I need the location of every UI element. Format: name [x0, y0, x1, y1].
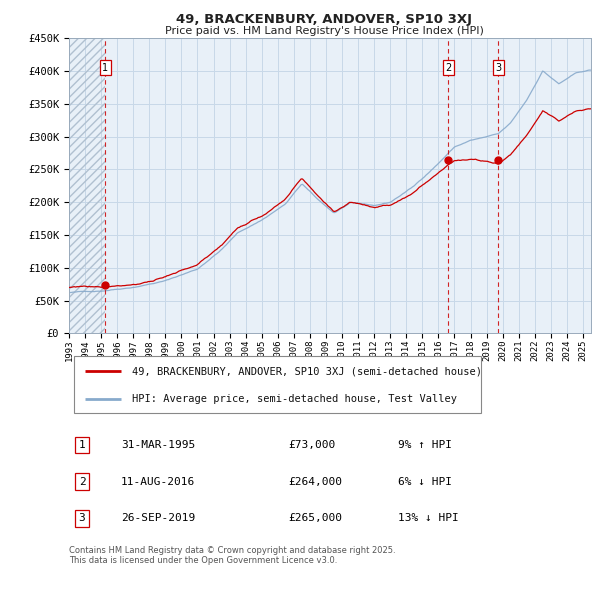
Text: 49, BRACKENBURY, ANDOVER, SP10 3XJ: 49, BRACKENBURY, ANDOVER, SP10 3XJ — [176, 13, 472, 26]
Text: 9% ↑ HPI: 9% ↑ HPI — [398, 440, 452, 450]
Text: Price paid vs. HM Land Registry's House Price Index (HPI): Price paid vs. HM Land Registry's House … — [164, 26, 484, 36]
Text: 2: 2 — [79, 477, 85, 487]
Text: 31-MAR-1995: 31-MAR-1995 — [121, 440, 196, 450]
Text: £264,000: £264,000 — [288, 477, 342, 487]
Text: £265,000: £265,000 — [288, 513, 342, 523]
FancyBboxPatch shape — [74, 356, 481, 414]
Text: 11-AUG-2016: 11-AUG-2016 — [121, 477, 196, 487]
Text: £73,000: £73,000 — [288, 440, 335, 450]
Text: 3: 3 — [496, 63, 502, 73]
Text: 1: 1 — [79, 440, 85, 450]
Text: 2: 2 — [445, 63, 451, 73]
Text: 26-SEP-2019: 26-SEP-2019 — [121, 513, 196, 523]
Text: 3: 3 — [79, 513, 85, 523]
Text: 1: 1 — [102, 63, 108, 73]
Text: HPI: Average price, semi-detached house, Test Valley: HPI: Average price, semi-detached house,… — [131, 394, 457, 404]
Bar — [69, 38, 105, 333]
Text: 49, BRACKENBURY, ANDOVER, SP10 3XJ (semi-detached house): 49, BRACKENBURY, ANDOVER, SP10 3XJ (semi… — [131, 366, 482, 376]
Text: 13% ↓ HPI: 13% ↓ HPI — [398, 513, 458, 523]
Text: Contains HM Land Registry data © Crown copyright and database right 2025.
This d: Contains HM Land Registry data © Crown c… — [69, 546, 395, 565]
Text: 6% ↓ HPI: 6% ↓ HPI — [398, 477, 452, 487]
